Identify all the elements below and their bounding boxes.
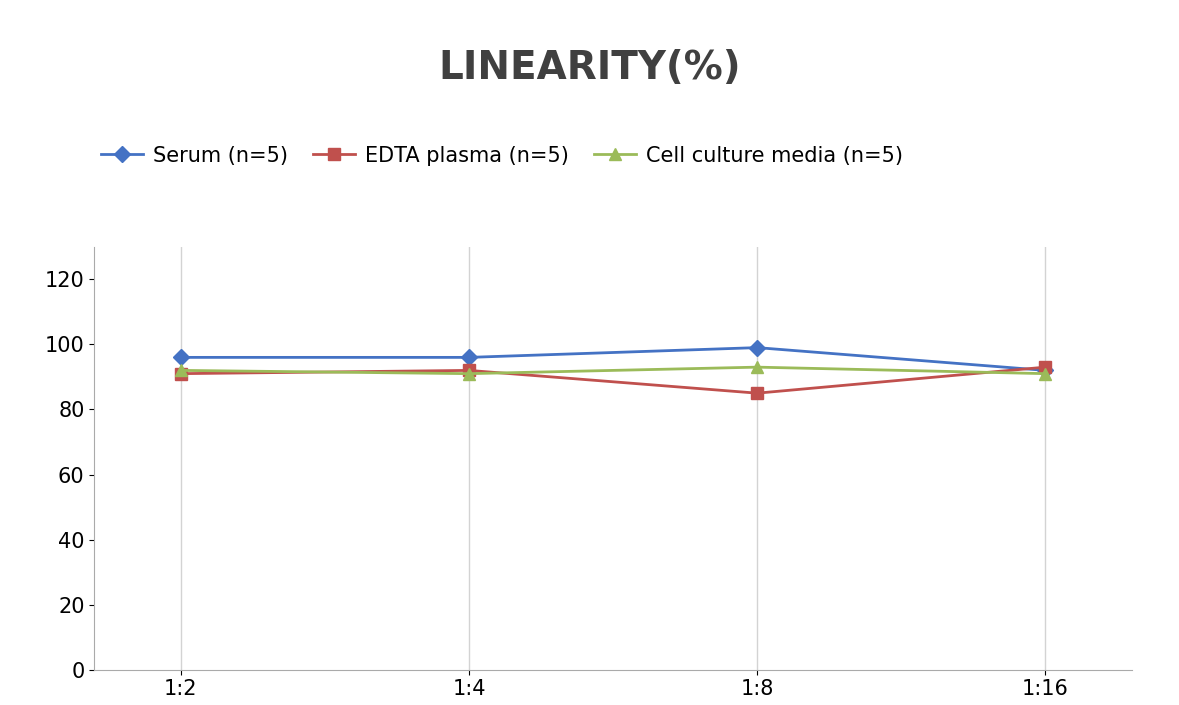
EDTA plasma (n=5): [750, 389, 764, 398]
Text: LINEARITY(%): LINEARITY(%): [439, 49, 740, 87]
Cell culture media (n=5): [1039, 369, 1053, 378]
Cell culture media (n=5): [462, 369, 476, 378]
EDTA plasma (n=5): [173, 369, 187, 378]
Serum (n=5): [750, 343, 764, 352]
Cell culture media (n=5): [173, 366, 187, 374]
Serum (n=5): [462, 353, 476, 362]
Serum (n=5): [173, 353, 187, 362]
Cell culture media (n=5): [750, 363, 764, 372]
Line: Cell culture media (n=5): Cell culture media (n=5): [176, 362, 1050, 379]
EDTA plasma (n=5): [462, 366, 476, 374]
EDTA plasma (n=5): [1039, 363, 1053, 372]
Serum (n=5): [1039, 366, 1053, 374]
Line: EDTA plasma (n=5): EDTA plasma (n=5): [176, 362, 1050, 399]
Line: Serum (n=5): Serum (n=5): [176, 342, 1050, 376]
Legend: Serum (n=5), EDTA plasma (n=5), Cell culture media (n=5): Serum (n=5), EDTA plasma (n=5), Cell cul…: [93, 137, 911, 174]
